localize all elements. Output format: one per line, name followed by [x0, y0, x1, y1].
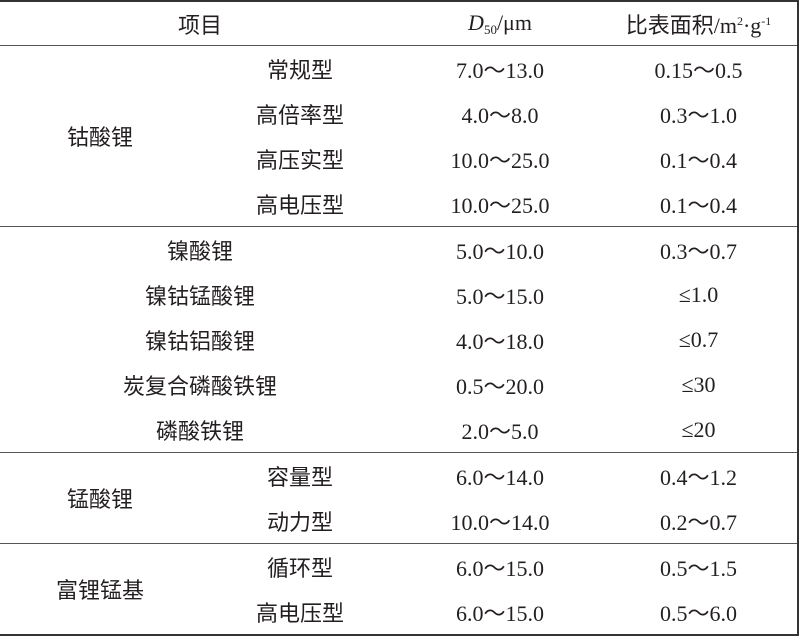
- d50-value: 10.0～25.0: [450, 192, 550, 218]
- subtype-label: 常规型: [200, 45, 401, 91]
- table-row: 高电压型 6.0～15.0 0.5～6.0: [0, 589, 798, 635]
- surface-area-value: 0.4～1.2: [600, 452, 799, 498]
- subtype-label: 高压实型: [256, 147, 345, 173]
- header-row: 项目 D50/μm 比表面积/m2·g-1: [0, 1, 798, 46]
- d50-value: 5.0～10.0: [400, 226, 601, 272]
- d50-value: 4.0～8.0: [461, 102, 539, 128]
- subtype-label: 高倍率型: [256, 102, 345, 128]
- d50-value: 5.0～15.0: [456, 283, 545, 309]
- area-sup2: -1: [761, 13, 772, 28]
- table-row: 镍酸锂 5.0～10.0 0.3～0.7: [0, 226, 799, 272]
- table-row: 镍钴锰酸锂 5.0～15.0 ≤1.0: [0, 272, 798, 317]
- d50-value: 6.0～15.0: [400, 543, 601, 589]
- surface-area-value: ≤1.0: [678, 281, 719, 307]
- surface-area-value: ≤0.7: [678, 326, 719, 352]
- table-row: 钴酸锂 常规型 7.0～13.0 0.15～0.5: [0, 45, 799, 227]
- material-label: 镍钴锰酸锂: [145, 283, 256, 309]
- d50-value: 6.0～15.0: [456, 600, 545, 626]
- group-label: 富锂锰基: [0, 543, 200, 635]
- table-row: 高倍率型 4.0～8.0 0.3～1.0: [0, 91, 798, 136]
- group-label: 锰酸锂: [0, 452, 200, 544]
- area-sup1: 2: [736, 13, 743, 28]
- group-label: 钴酸锂: [0, 45, 200, 227]
- surface-area-value: 0.3～1.0: [660, 102, 738, 128]
- d50-value: 4.0～18.0: [456, 328, 545, 354]
- surface-area-value: 0.5～6.0: [660, 600, 738, 626]
- subtype-label: 动力型: [267, 509, 334, 535]
- d50-value: 6.0～14.0: [400, 452, 601, 498]
- surface-area-value: 0.2～0.7: [660, 509, 738, 535]
- subtype-label: 容量型: [200, 452, 401, 498]
- surface-area-value: 0.15～0.5: [600, 45, 799, 91]
- area-mid: ·g: [742, 12, 762, 38]
- surface-area-value: 0.5～1.5: [600, 543, 799, 589]
- table-row: 动力型 10.0～14.0 0.2～0.7: [0, 498, 798, 544]
- surface-area-value: ≤20: [681, 416, 716, 442]
- material-label: 磷酸铁锂: [156, 418, 245, 444]
- surface-area-value: 0.1～0.4: [660, 192, 738, 218]
- header-item: 项目: [178, 12, 223, 38]
- d50-value: 2.0～5.0: [461, 418, 539, 444]
- table-row: 富锂锰基 循环型 6.0～15.0 0.5～1.5: [0, 543, 799, 635]
- table-row: 镍钴铝酸锂 4.0～18.0 ≤0.7: [0, 317, 798, 362]
- subtype-label: 高电压型: [256, 192, 345, 218]
- header-area: 比表面积/m2·g-1: [600, 1, 798, 46]
- surface-area-value: 0.1～0.4: [660, 147, 738, 173]
- table-row: 锰酸锂 容量型 6.0～14.0 0.4～1.2: [0, 452, 799, 544]
- subtype-label: 循环型: [200, 543, 401, 589]
- material-label: 镍酸锂: [0, 226, 401, 272]
- header-d50: D50/μm: [400, 1, 600, 46]
- table-row: 高电压型 10.0～25.0 0.1～0.4: [0, 181, 798, 227]
- table-row: 磷酸铁锂 2.0～5.0 ≤20: [0, 407, 798, 453]
- d50-value: 10.0～25.0: [450, 147, 550, 173]
- material-label: 炭复合磷酸铁锂: [123, 373, 278, 399]
- surface-area-value: ≤30: [681, 371, 716, 397]
- table-row: 炭复合磷酸铁锂 0.5～20.0 ≤30: [0, 362, 798, 407]
- material-label: 镍钴铝酸锂: [145, 328, 256, 354]
- table-row: 高压实型 10.0～25.0 0.1～0.4: [0, 136, 798, 181]
- d50-subscript: 50: [483, 21, 497, 37]
- subtype-label: 高电压型: [256, 600, 345, 626]
- d50-value: 10.0～14.0: [450, 509, 550, 535]
- d50-unit: /μm: [496, 9, 532, 35]
- area-label: 比表面积/m: [625, 12, 737, 38]
- d50-value: 0.5～20.0: [456, 373, 545, 399]
- d50-value: 7.0～13.0: [400, 45, 601, 91]
- surface-area-value: 0.3～0.7: [600, 226, 799, 272]
- d50-symbol: D: [468, 9, 484, 35]
